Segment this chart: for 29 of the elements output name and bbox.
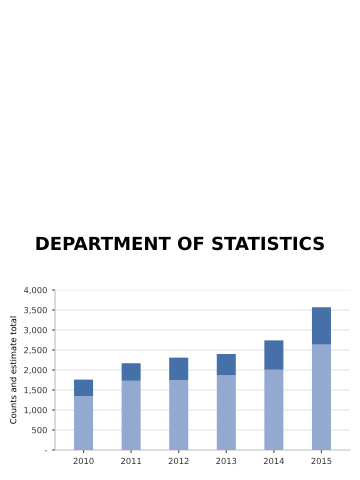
x-tick-label: 2014 <box>264 458 284 464</box>
bar <box>264 370 284 450</box>
bar <box>216 354 236 376</box>
bar <box>169 380 188 450</box>
y-tick-label: - <box>44 450 47 452</box>
bar <box>74 380 94 396</box>
bar <box>122 363 141 381</box>
y-tick-label: 3,000 <box>24 326 47 334</box>
x-tick-label: 2013 <box>216 458 236 464</box>
x-tick-label: 2010 <box>74 458 94 464</box>
y-tick-label: 4,000 <box>24 286 47 294</box>
y-tick-label: 2,500 <box>24 346 47 354</box>
y-tick-label: 2,000 <box>24 366 47 374</box>
y-tick-label: 500 <box>32 426 47 434</box>
y-axis-title: Counts and estimate total <box>10 316 16 424</box>
chart-title: DEPARTMENT OF STATISTICS <box>36 236 324 250</box>
y-tick-label: 3,500 <box>24 306 47 314</box>
y-tick-label: 1,500 <box>24 386 47 394</box>
bar <box>169 358 188 380</box>
bar <box>312 307 331 344</box>
x-tick-label: 2011 <box>121 458 141 464</box>
x-tick-label: 2015 <box>311 458 332 464</box>
bar <box>264 340 284 370</box>
y-tick-label: 1,000 <box>24 406 47 414</box>
bar <box>312 344 331 450</box>
bar <box>74 396 94 450</box>
bar <box>216 375 236 450</box>
bar <box>122 380 141 450</box>
x-tick-label: 2012 <box>168 458 188 464</box>
